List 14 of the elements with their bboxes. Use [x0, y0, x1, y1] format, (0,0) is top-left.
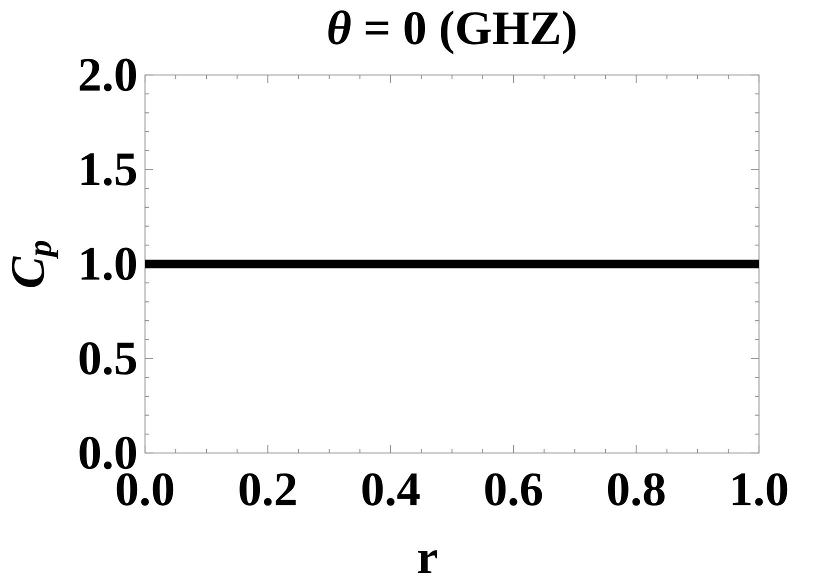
x-tick-label: 0.2: [240, 473, 296, 506]
x-tick-label: 0.6: [485, 473, 542, 506]
y-tick-label: 0.5: [80, 342, 136, 375]
y-axis-title: C$_{p}$: [12, 240, 58, 288]
y-tick-label: 2.0: [80, 58, 136, 92]
x-tick-label: 0.8: [608, 473, 665, 506]
y-tick-label: 1.0: [82, 248, 136, 280]
chart-title: θ = 0 (GHZ): [328, 10, 576, 54]
x-tick-label: 0.0: [116, 473, 174, 506]
y-tick-label: 1.5: [82, 153, 136, 186]
x-tick-label: 0.4: [362, 473, 420, 506]
x-axis-title: r: [418, 550, 438, 573]
x-tick-label: 1.0: [732, 473, 788, 506]
y-tick-label: 0.0: [80, 436, 136, 470]
